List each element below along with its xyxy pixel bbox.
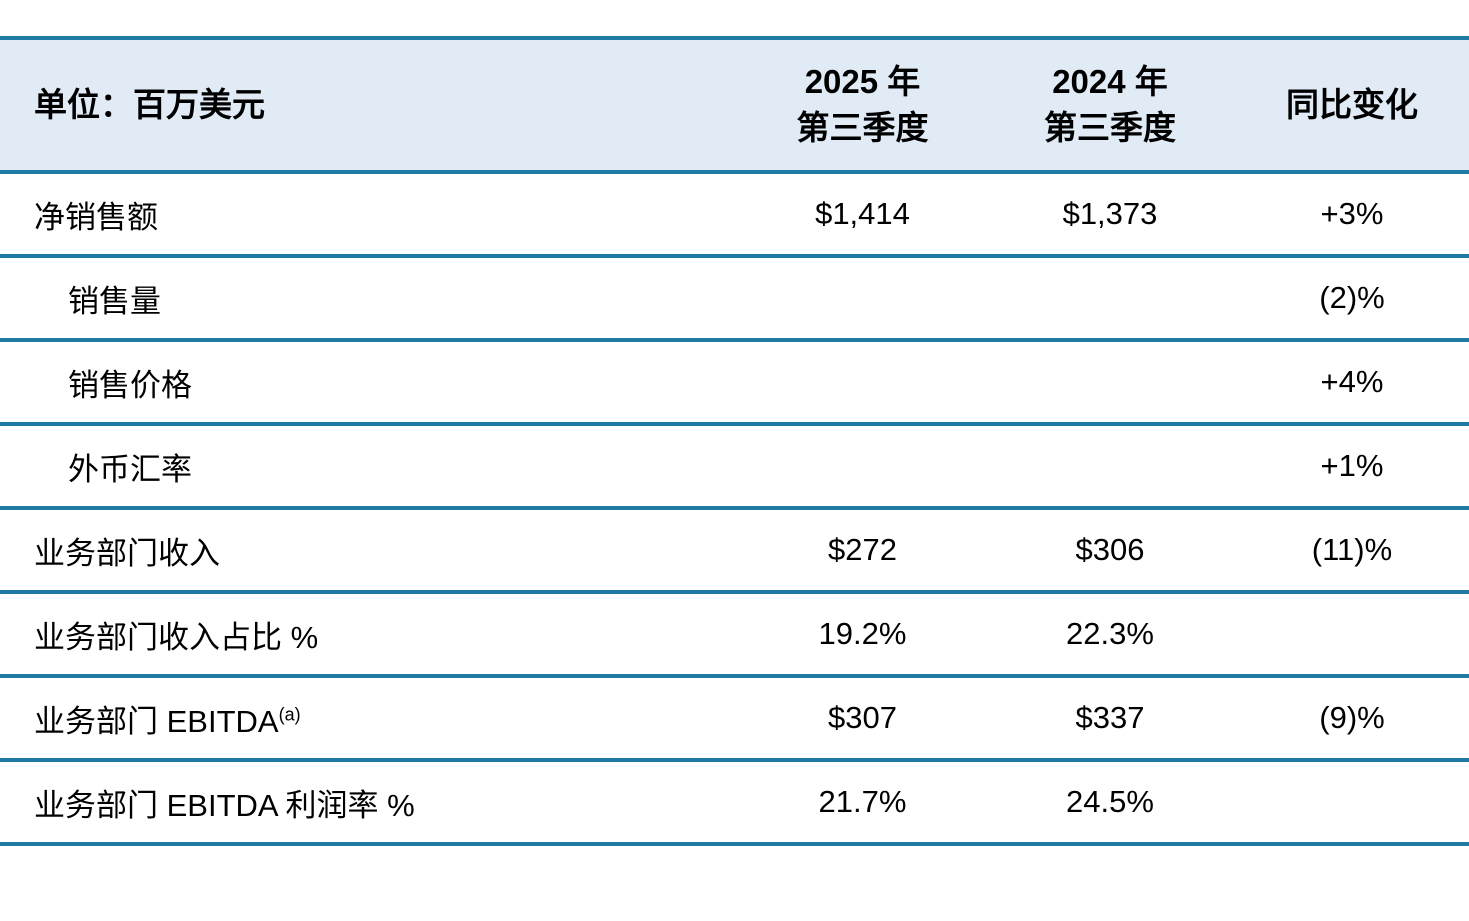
row-label: 净销售额: [0, 172, 740, 258]
row-sales-volume: 销售量 (2)%: [0, 256, 1469, 342]
unit-column-header: 单位：百万美元: [0, 36, 740, 174]
row-label: 销售量: [0, 256, 740, 342]
row-label-text: 净销售额: [34, 199, 158, 235]
row-label-text: 销售量: [68, 283, 161, 319]
row-label-text: 业务部门 EBITDA 利润率 %: [34, 787, 415, 823]
cell-q3-2024: [985, 256, 1235, 342]
cell-q3-2025: [740, 424, 985, 510]
q3-2024-header-year: 2024 年: [1052, 63, 1168, 101]
row-label-text: 外币汇率: [68, 451, 192, 487]
cell-q3-2024: [985, 340, 1235, 426]
yoy-change-header-label: 同比变化: [1286, 86, 1418, 124]
q3-2024-header-quarter: 第三季度: [1044, 109, 1176, 146]
row-sales-price: 销售价格 +4%: [0, 340, 1469, 426]
cell-yoy-change: +4%: [1235, 340, 1469, 426]
cell-q3-2025: [740, 340, 985, 426]
row-label: 销售价格: [0, 340, 740, 426]
cell-yoy-change: (9)%: [1235, 676, 1469, 762]
cell-q3-2024: $306: [985, 508, 1235, 594]
cell-q3-2025: 19.2%: [740, 592, 985, 678]
cell-q3-2024: [985, 424, 1235, 510]
quarterly-results-table: 单位：百万美元 2025 年 第三季度 2024 年 第三季度 同比变化 净销售…: [0, 36, 1469, 846]
q3-2025-header-year: 2025 年: [804, 63, 921, 101]
table-header-row: 单位：百万美元 2025 年 第三季度 2024 年 第三季度 同比变化: [0, 36, 1469, 174]
q3-2025-header-quarter: 第三季度: [796, 109, 929, 146]
row-label: 业务部门 EBITDA(a): [0, 676, 740, 762]
row-label-text: 业务部门收入占比 %: [34, 619, 319, 655]
row-label: 业务部门收入: [0, 508, 740, 594]
cell-yoy-change: +3%: [1235, 172, 1469, 258]
footnote-marker: (a): [278, 704, 301, 725]
cell-q3-2024: 22.3%: [985, 592, 1235, 678]
row-segment-ebitda-margin: 业务部门 EBITDA 利润率 % 21.7% 24.5%: [0, 760, 1469, 846]
row-label: 业务部门收入占比 %: [0, 592, 740, 678]
row-label: 业务部门 EBITDA 利润率 %: [0, 760, 740, 846]
cell-q3-2024: $1,373: [985, 172, 1235, 258]
cell-yoy-change: (2)%: [1235, 256, 1469, 342]
q3-2024-column-header: 2024 年 第三季度: [985, 36, 1235, 174]
cell-yoy-change: (11)%: [1235, 508, 1469, 594]
row-segment-ebitda: 业务部门 EBITDA(a) $307 $337 (9)%: [0, 676, 1469, 762]
yoy-change-column-header: 同比变化: [1235, 36, 1469, 174]
cell-q3-2024: $337: [985, 676, 1235, 762]
unit-label: 单位：百万美元: [34, 86, 265, 124]
row-label: 外币汇率: [0, 424, 740, 510]
cell-q3-2025: [740, 256, 985, 342]
row-segment-income-percent: 业务部门收入占比 % 19.2% 22.3%: [0, 592, 1469, 678]
row-label-text: 业务部门收入: [34, 535, 220, 571]
row-segment-income: 业务部门收入 $272 $306 (11)%: [0, 508, 1469, 594]
cell-q3-2025: 21.7%: [740, 760, 985, 846]
q3-2025-column-header: 2025 年 第三季度: [740, 36, 985, 174]
cell-q3-2024: 24.5%: [985, 760, 1235, 846]
row-net-sales: 净销售额 $1,414 $1,373 +3%: [0, 172, 1469, 258]
row-foreign-currency: 外币汇率 +1%: [0, 424, 1469, 510]
row-label-text: 业务部门 EBITDA: [34, 703, 279, 739]
cell-yoy-change: +1%: [1235, 424, 1469, 510]
cell-q3-2025: $272: [740, 508, 985, 594]
cell-q3-2025: $307: [740, 676, 985, 762]
row-label-text: 销售价格: [68, 367, 192, 403]
cell-q3-2025: $1,414: [740, 172, 985, 258]
cell-yoy-change: [1235, 592, 1469, 678]
cell-yoy-change: [1235, 760, 1469, 846]
